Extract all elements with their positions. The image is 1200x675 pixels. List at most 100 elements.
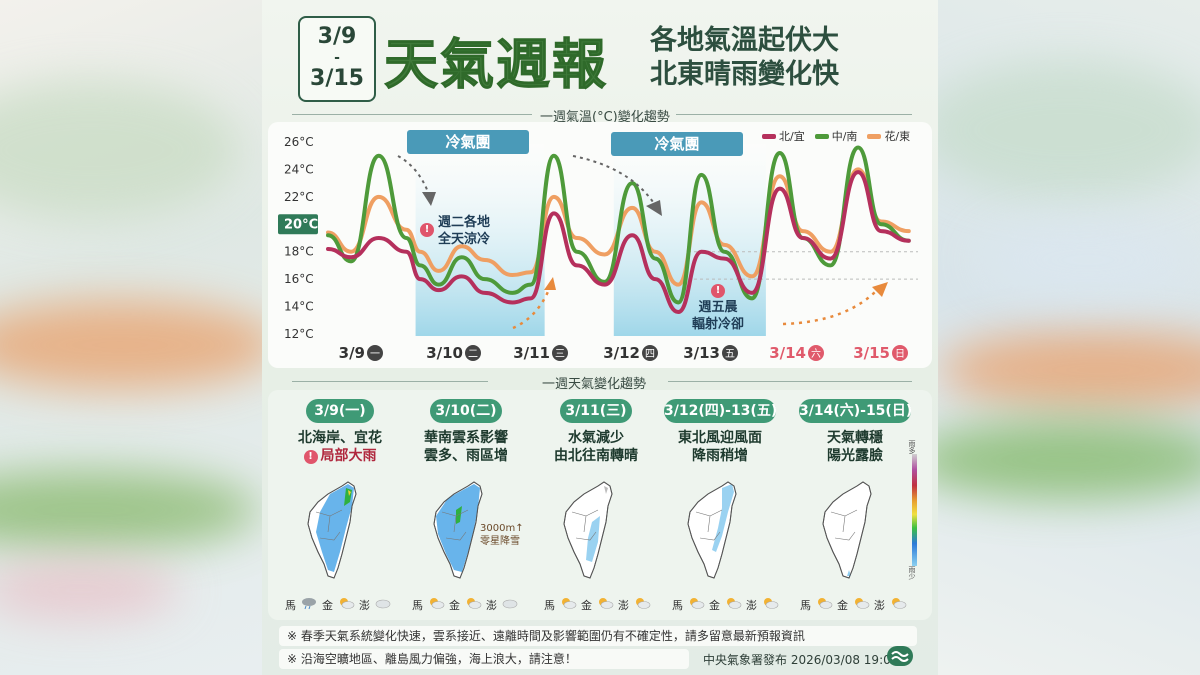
x-tick-date: 3/12 xyxy=(603,344,640,362)
day-description-line2: 降雨稍增 xyxy=(692,448,748,464)
warm-arrow-2-head xyxy=(872,282,888,297)
island-label: 馬 xyxy=(800,598,811,612)
y-tick-label: 24°C xyxy=(284,162,314,176)
y-tick-label: 22°C xyxy=(284,190,314,204)
date-start: 3/9 xyxy=(317,24,357,49)
legend-label-north: 北/宜 xyxy=(779,130,805,143)
trend-arrow-2-head xyxy=(646,200,662,216)
day-description: 北海岸、宜花! 局部大雨 xyxy=(270,429,410,465)
x-tick-date: 3/15 xyxy=(853,344,890,362)
day-description-line2: ! 局部大雨 xyxy=(270,447,410,465)
legend-swatch-central xyxy=(814,133,829,139)
sun-cloud-icon xyxy=(464,596,482,613)
weekday-label: 四 xyxy=(645,349,655,360)
sun-cloud-icon xyxy=(852,596,870,613)
island-label: 澎 xyxy=(359,598,370,612)
sun-cloud-icon xyxy=(633,596,651,613)
island-label: 澎 xyxy=(618,598,629,612)
cwa-logo-icon xyxy=(887,646,913,666)
day-description: 天氣轉穩 陽光露臉 xyxy=(785,429,925,465)
warm-arrow-2 xyxy=(782,286,881,326)
legend-item-east: 花/東 xyxy=(867,128,910,144)
publisher-footer: 中央氣象署發布 2026/03/08 19:00 xyxy=(703,653,899,667)
sun-cloud-icon xyxy=(889,596,907,613)
annotation-friday: ! 週五晨 輻射冷卻 xyxy=(692,284,744,333)
day-tag: 3/12(四)-13(五) xyxy=(664,399,777,423)
mountain-note-line1: 3000m↑ xyxy=(480,523,524,534)
trend-arrow-1 xyxy=(397,155,429,193)
island-label: 馬 xyxy=(544,598,555,612)
weekday-badge xyxy=(465,345,481,361)
temp-section-label: 一週氣溫(°C)變化趨勢 xyxy=(540,110,670,125)
annotation-tuesday-line2: 全天涼冷 xyxy=(438,232,491,247)
alert-icon: ! xyxy=(303,450,318,464)
chart-legend: 北/宜 中/南 花/東 xyxy=(762,128,910,144)
day-description-line2: 由北往南轉晴 xyxy=(554,448,638,464)
day-description-line1: 華南雲系影響 xyxy=(424,430,508,446)
rain-scale-top: 雨多 xyxy=(908,440,916,454)
alert-icon: ! xyxy=(711,284,725,298)
sun-cloud-icon xyxy=(559,596,577,613)
island-label: 金 xyxy=(449,598,460,612)
divider-left xyxy=(292,114,532,115)
island-label: 澎 xyxy=(874,598,885,612)
cold-air-tag-1: 冷氣團 xyxy=(407,130,529,154)
outlying-islands-row: 馬金澎 xyxy=(800,596,907,613)
island-label: 金 xyxy=(581,598,592,612)
x-tick-label: 3/15 日 xyxy=(853,344,908,362)
annotation-friday-line2: 輻射冷卻 xyxy=(692,317,745,332)
cold-period-band-1 xyxy=(415,144,545,336)
day-description: 華南雲系影響 雲多、雨區增 xyxy=(396,429,536,465)
annotation-tuesday: ! 週二各地 全天涼冷 xyxy=(420,214,490,248)
weekday-badge xyxy=(552,345,568,361)
weekday-label: 五 xyxy=(725,349,735,360)
weekday-badge xyxy=(642,345,658,361)
legend-item-central: 中/南 xyxy=(814,128,857,144)
outlying-islands-row: 馬金澎 xyxy=(285,596,392,613)
weekday-badge xyxy=(808,345,824,361)
subtitle-line-2: 北東晴雨變化快 xyxy=(650,59,839,90)
weather-section-label: 一週天氣變化趨勢 xyxy=(542,377,647,392)
date-dash: - xyxy=(334,50,340,66)
taiwan-rain-map xyxy=(670,472,760,594)
legend-swatch-north xyxy=(762,133,776,139)
day-tag: 3/14(六)-15(日) xyxy=(799,399,912,423)
note-2: ※ 沿海空曠地區、離島風力偏強，海上浪大，請注意！ xyxy=(279,649,689,669)
divider-right xyxy=(676,114,912,115)
island-label: 金 xyxy=(709,598,720,612)
annotation-friday-line1: 週五晨 xyxy=(698,300,738,315)
note-1: ※ 春季天氣系統變化快速，雲系接近、遠離時間及影響範圍仍有不確定性，請多留意最新… xyxy=(279,626,917,646)
weekday-badge xyxy=(367,345,383,361)
rain-scale-bar xyxy=(912,454,917,566)
annotation-tuesday-line1: 週二各地 xyxy=(438,215,491,230)
outlying-islands-row: 馬金澎 xyxy=(412,596,519,613)
taiwan-rain-map xyxy=(546,472,636,594)
sun-cloud-icon xyxy=(687,596,705,613)
y-tick-label: 20°C xyxy=(284,217,318,232)
x-tick-date: 3/9 xyxy=(339,344,365,362)
taiwan-rain-map xyxy=(805,472,895,594)
subtitle: 各地氣溫起伏大 北東晴雨變化快 xyxy=(650,24,839,92)
cwa-logo-wave-icon xyxy=(891,651,909,662)
x-tick-label: 3/13 五 xyxy=(683,344,738,362)
day-tag: 3/10(二) xyxy=(430,399,502,423)
sun-cloud-icon xyxy=(761,596,779,613)
outlying-islands-row: 馬金澎 xyxy=(544,596,651,613)
rain-scale: 雨多 雨少 xyxy=(907,440,927,590)
day-description-line1: 天氣轉穩 xyxy=(827,430,883,446)
trend-arrow-1-head xyxy=(422,192,436,206)
date-end: 3/15 xyxy=(310,66,364,91)
day-description-line2: 雲多、雨區增 xyxy=(424,448,508,464)
rain-icon xyxy=(300,596,318,613)
sun-cloud-icon xyxy=(596,596,614,613)
alert-icon: ! xyxy=(420,223,434,237)
y-tick-label: 18°C xyxy=(284,245,314,259)
x-tick-date: 3/10 xyxy=(426,344,463,362)
sun-cloud-icon xyxy=(337,596,355,613)
sun-cloud-icon xyxy=(724,596,742,613)
island-label: 金 xyxy=(837,598,848,612)
y-tick-highlight xyxy=(278,214,318,235)
weekday-label: 三 xyxy=(555,349,565,360)
sun-cloud-icon xyxy=(815,596,833,613)
y-tick-label: 26°C xyxy=(284,135,314,149)
